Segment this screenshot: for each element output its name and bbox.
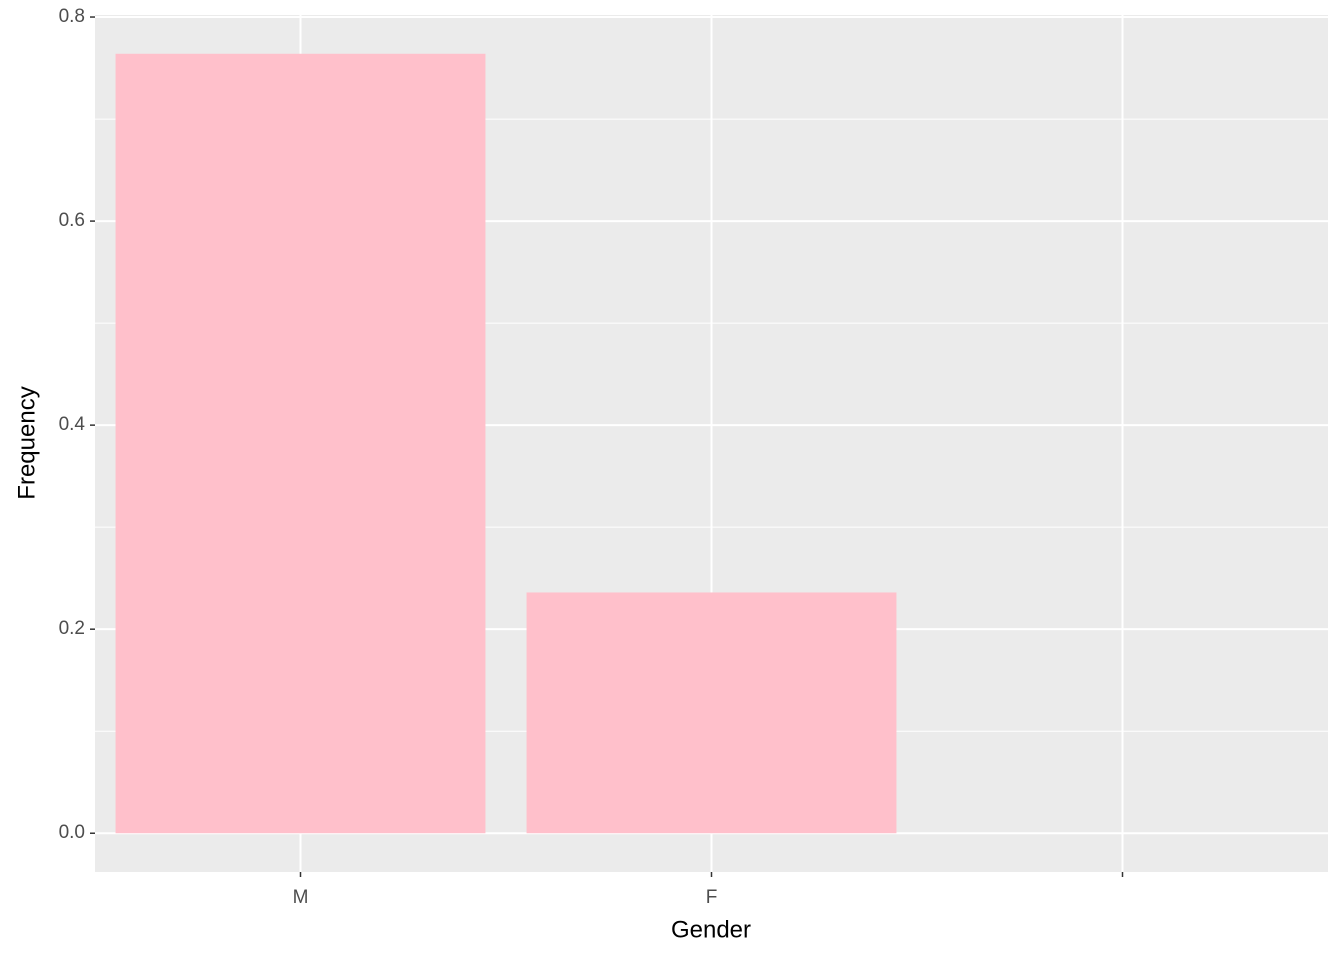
y-tick-label: 0.8: [59, 6, 85, 27]
bar: [115, 53, 486, 834]
bar: [526, 592, 897, 834]
axes: 0.0 0.2 0.4 0.6 0.8 M F: [59, 6, 1124, 908]
x-axis-title: Gender: [671, 916, 751, 943]
x-tick-label: F: [706, 887, 718, 908]
y-tick-label: 0.0: [59, 822, 85, 843]
x-tick-label: M: [293, 887, 309, 908]
bars: [115, 53, 897, 834]
y-tick-label: 0.4: [59, 414, 86, 435]
y-tick-label: 0.6: [59, 210, 85, 231]
y-axis-title: Frequency: [13, 386, 40, 499]
y-tick-label: 0.2: [59, 618, 85, 639]
